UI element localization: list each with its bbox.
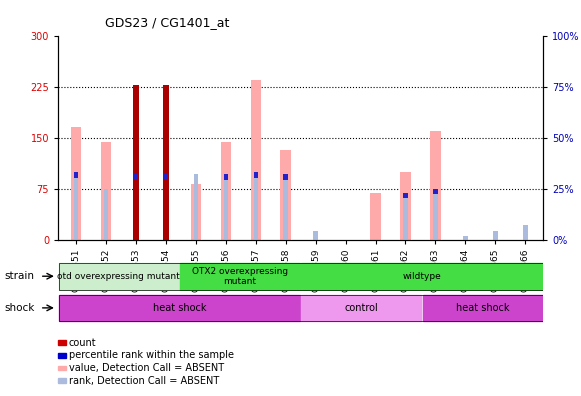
Bar bbox=[403, 193, 408, 198]
Bar bbox=[134, 174, 138, 180]
Text: strain: strain bbox=[5, 271, 35, 282]
Bar bbox=[400, 171, 411, 240]
Bar bbox=[59, 295, 300, 321]
Bar bbox=[180, 263, 300, 289]
Text: GDS23 / CG1401_at: GDS23 / CG1401_at bbox=[105, 16, 229, 29]
Bar bbox=[433, 188, 437, 194]
Bar bbox=[104, 188, 108, 240]
Bar bbox=[163, 85, 168, 240]
Bar bbox=[224, 174, 228, 180]
Bar bbox=[403, 193, 408, 240]
Bar bbox=[284, 174, 288, 240]
Bar bbox=[133, 85, 139, 240]
Bar bbox=[74, 172, 78, 240]
Bar bbox=[59, 263, 179, 289]
Bar bbox=[523, 225, 528, 240]
Bar bbox=[224, 174, 228, 240]
Bar bbox=[302, 295, 421, 321]
Bar bbox=[253, 172, 258, 178]
Bar bbox=[284, 174, 288, 180]
Bar bbox=[101, 143, 111, 240]
Text: percentile rank within the sample: percentile rank within the sample bbox=[69, 350, 234, 360]
Text: count: count bbox=[69, 337, 96, 348]
Bar bbox=[71, 128, 81, 240]
Text: heat shock: heat shock bbox=[153, 303, 206, 313]
Text: OTX2 overexpressing
mutant: OTX2 overexpressing mutant bbox=[192, 267, 288, 286]
Text: shock: shock bbox=[5, 303, 35, 313]
Bar bbox=[463, 236, 468, 240]
Bar bbox=[493, 231, 497, 240]
Text: value, Detection Call = ABSENT: value, Detection Call = ABSENT bbox=[69, 363, 224, 373]
Bar bbox=[370, 193, 381, 240]
Bar bbox=[164, 174, 168, 180]
Bar bbox=[191, 184, 201, 240]
Bar bbox=[281, 150, 291, 240]
Bar bbox=[250, 80, 261, 240]
Bar bbox=[253, 174, 258, 240]
Bar bbox=[313, 231, 318, 240]
Text: heat shock: heat shock bbox=[456, 303, 510, 313]
Bar bbox=[221, 142, 231, 240]
Bar bbox=[74, 172, 78, 178]
Text: control: control bbox=[345, 303, 378, 313]
Text: otd overexpressing mutant: otd overexpressing mutant bbox=[58, 272, 180, 281]
Bar bbox=[302, 263, 543, 289]
Bar bbox=[193, 174, 198, 240]
Bar bbox=[430, 131, 440, 240]
Bar bbox=[433, 188, 437, 240]
Text: rank, Detection Call = ABSENT: rank, Detection Call = ABSENT bbox=[69, 375, 219, 386]
Bar bbox=[422, 295, 543, 321]
Text: wildtype: wildtype bbox=[403, 272, 442, 281]
